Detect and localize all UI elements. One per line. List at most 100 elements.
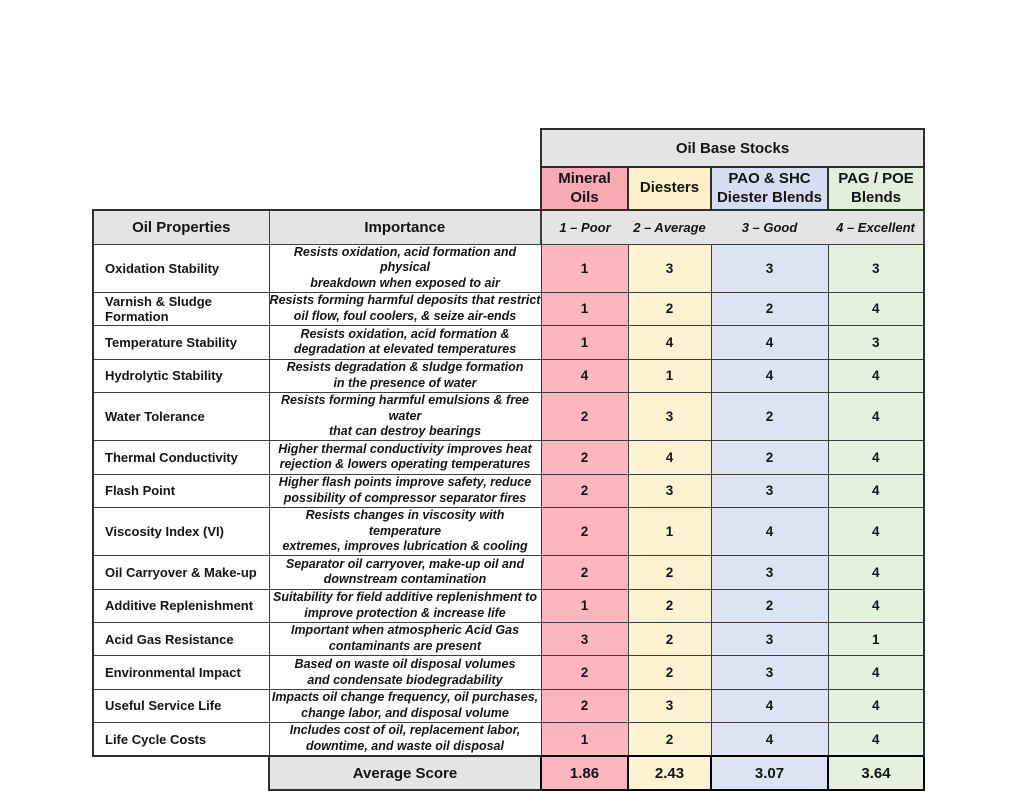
table-row: Oxidation Stability Resists oxidation, a… — [92, 243, 926, 293]
score-cell-mineral: 2 — [540, 391, 629, 442]
table-row: Hydrolytic Stability Resists degradation… — [92, 358, 926, 393]
column-header-pao-shc-diester-blends: PAO & SHC Diester Blends — [710, 166, 829, 211]
score-cell-mineral: 3 — [540, 621, 629, 657]
table-row: Environmental Impact Based on waste oil … — [92, 655, 926, 690]
table-row: Acid Gas Resistance Important when atmos… — [92, 621, 926, 657]
score-cell-mineral: 1 — [540, 722, 629, 757]
score-cell-mineral: 1 — [540, 325, 629, 360]
property-cell: Useful Service Life — [92, 688, 270, 724]
importance-cell: Important when atmospheric Acid Gas conta… — [268, 621, 542, 657]
score-cell-pag-poe: 4 — [827, 555, 926, 590]
score-cell-mineral: 2 — [540, 440, 629, 475]
score-cell-pag-poe: 4 — [827, 440, 926, 475]
property-cell: Temperature Stability — [92, 325, 270, 360]
property-cell: Oil Carryover & Make-up — [92, 555, 270, 590]
importance-cell: Suitability for field additive replenish… — [268, 588, 542, 623]
score-cell-mineral: 2 — [540, 555, 629, 590]
score-cell-pao-shc: 4 — [710, 688, 829, 724]
scale-good: 3 – Good — [741, 219, 798, 235]
table-row: Varnish & Sludge Formation Resists formi… — [92, 291, 926, 327]
column-header-mineral-oils: Mineral Oils — [540, 166, 629, 211]
column-header-pag-poe-blends: PAG / POE Blends — [826, 166, 926, 211]
score-cell-diesters: 3 — [627, 688, 712, 724]
table-row: Flash Point Higher flash points improve … — [92, 473, 926, 508]
score-cell-mineral: 1 — [540, 291, 629, 327]
importance-cell: Higher thermal conductivity improves hea… — [268, 440, 542, 475]
table-row: Water Tolerance Resists forming harmful … — [92, 391, 926, 442]
oil-properties-header: Oil Properties — [92, 209, 270, 245]
score-cell-mineral: 4 — [540, 358, 629, 393]
importance-header: Importance — [268, 209, 542, 245]
score-cell-mineral: 2 — [540, 473, 629, 508]
score-cell-diesters: 3 — [627, 243, 712, 293]
score-cell-diesters: 2 — [627, 588, 712, 623]
property-cell: Water Tolerance — [92, 391, 270, 442]
score-cell-pag-poe: 4 — [827, 506, 926, 557]
empty-spacer — [93, 756, 269, 790]
score-cell-pao-shc: 3 — [710, 555, 829, 590]
score-cell-pag-poe: 4 — [827, 688, 926, 724]
importance-cell: Includes cost of oil, replacement labor,… — [268, 722, 542, 758]
score-cell-pao-shc: 3 — [710, 621, 829, 657]
rating-scale-row: 1 – Poor 2 – Average 3 – Good 4 – Excell… — [543, 219, 922, 235]
score-cell-pao-shc: 3 — [710, 243, 829, 293]
score-cell-diesters: 1 — [627, 506, 712, 557]
importance-cell: Resists oxidation, acid formation & degra… — [268, 325, 542, 360]
importance-cell: Resists forming harmful deposits that re… — [268, 291, 542, 327]
column-header-diesters: Diesters — [627, 166, 712, 211]
table-row: Thermal Conductivity Higher thermal cond… — [92, 440, 926, 475]
score-cell-diesters: 2 — [627, 655, 712, 690]
property-cell: Life Cycle Costs — [92, 722, 270, 758]
importance-cell: Resists changes in viscosity with temper… — [268, 506, 542, 557]
score-cell-pag-poe: 4 — [827, 722, 926, 757]
score-cell-diesters: 2 — [627, 621, 712, 657]
average-score-label: Average Score — [268, 755, 542, 791]
score-cell-diesters: 2 — [627, 555, 712, 590]
importance-cell: Resists degradation & sludge formation in… — [268, 358, 542, 393]
empty-spacer — [93, 129, 541, 167]
property-cell: Thermal Conductivity — [92, 440, 270, 475]
importance-cell: Based on waste oil disposal volumes and c… — [268, 655, 542, 690]
table-row: Additive Replenishment Suitability for f… — [92, 588, 926, 623]
score-cell-pao-shc: 4 — [710, 506, 829, 557]
score-cell-mineral: 2 — [540, 506, 629, 557]
score-cell-pao-shc: 2 — [710, 588, 829, 623]
importance-cell: Impacts oil change frequency, oil purcha… — [268, 688, 542, 724]
property-cell: Additive Replenishment — [92, 588, 270, 623]
score-cell-pao-shc: 4 — [710, 325, 829, 360]
property-cell: Varnish & Sludge Formation — [92, 291, 270, 327]
property-cell: Environmental Impact — [92, 655, 270, 690]
table-row: Useful Service Life Impacts oil change f… — [92, 688, 926, 724]
importance-cell: Resists forming harmful emulsions & free… — [268, 391, 542, 442]
importance-cell: Separator oil carryover, make-up oil and… — [268, 555, 542, 590]
property-cell: Viscosity Index (VI) — [92, 506, 270, 557]
score-cell-pao-shc: 4 — [710, 722, 829, 757]
score-cell-diesters: 2 — [627, 722, 712, 757]
score-cell-pag-poe: 4 — [827, 358, 926, 393]
base-stocks-title: Oil Base Stocks — [539, 128, 926, 168]
score-cell-mineral: 2 — [540, 688, 629, 724]
score-cell-diesters: 1 — [627, 358, 712, 393]
average-score-mineral: 1.86 — [540, 755, 629, 791]
score-cell-diesters: 4 — [627, 325, 712, 360]
oil-comparison-table: Oil Base Stocks Mineral Oils Diesters PA… — [92, 128, 926, 791]
score-cell-pao-shc: 3 — [710, 655, 829, 690]
score-cell-pag-poe: 4 — [827, 391, 926, 442]
importance-cell: Resists oxidation, acid formation and ph… — [268, 243, 542, 293]
score-cell-mineral: 1 — [540, 588, 629, 623]
average-score-diesters: 2.43 — [627, 755, 712, 791]
average-score-pag-poe: 3.64 — [826, 755, 926, 791]
property-cell: Oxidation Stability — [92, 243, 270, 293]
score-cell-diesters: 3 — [627, 391, 712, 442]
score-cell-pao-shc: 2 — [710, 391, 829, 442]
score-cell-diesters: 2 — [627, 291, 712, 327]
score-cell-pao-shc: 3 — [710, 473, 829, 508]
score-cell-pao-shc: 2 — [710, 440, 829, 475]
average-score-pao-shc: 3.07 — [710, 755, 829, 791]
score-cell-diesters: 3 — [627, 473, 712, 508]
score-cell-mineral: 2 — [540, 655, 629, 690]
property-cell: Acid Gas Resistance — [92, 621, 270, 657]
scale-excellent: 4 – Excellent — [836, 219, 915, 235]
score-cell-mineral: 1 — [540, 243, 629, 293]
